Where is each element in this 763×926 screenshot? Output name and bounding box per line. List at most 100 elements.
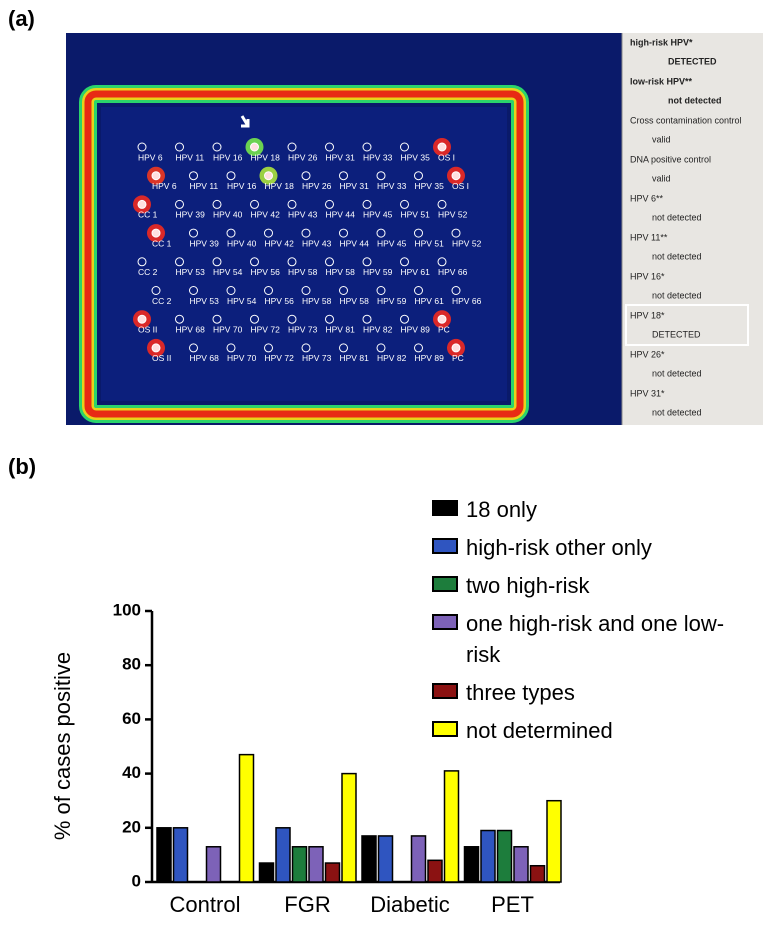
spot-label: HPV 54: [227, 296, 257, 306]
spot-label: HPV 59: [377, 296, 407, 306]
spot-label: HPV 89: [401, 324, 431, 334]
report-result: not detected: [652, 290, 702, 300]
legend-item: three types: [432, 677, 732, 708]
spot-label: HPV 70: [213, 324, 243, 334]
spot-label: HPV 61: [401, 267, 431, 277]
spot-label: CC 1: [138, 210, 158, 220]
spot-label: OS II: [152, 353, 171, 363]
spot-label: HPV 42: [251, 210, 281, 220]
spot-label: HPV 68: [190, 353, 220, 363]
bar: [240, 755, 254, 882]
spot-label: HPV 39: [190, 238, 220, 248]
bar: [207, 847, 221, 882]
report-item: HPV 26*: [630, 349, 665, 359]
spot-label: HPV 52: [452, 238, 482, 248]
bar: [174, 828, 188, 882]
legend-label: three types: [466, 677, 732, 708]
spot-label: CC 2: [138, 267, 158, 277]
bar: [412, 836, 426, 882]
report-result: not detected: [652, 251, 702, 261]
spot-label: HPV 45: [377, 238, 407, 248]
x-tick-label: Control: [170, 892, 241, 917]
legend-item: 18 only: [432, 494, 732, 525]
bar: [260, 863, 274, 882]
report-result: DETECTED: [668, 56, 717, 66]
report-panel: [622, 33, 763, 425]
y-tick-label: 80: [122, 655, 141, 674]
legend-swatch: [432, 576, 458, 592]
bar: [531, 866, 545, 882]
legend-swatch: [432, 538, 458, 554]
panel-label: (b): [8, 454, 36, 479]
spot-label: HPV 82: [377, 353, 407, 363]
legend-item: one high-risk and one low-risk: [432, 608, 732, 670]
spot-label: HPV 40: [227, 238, 257, 248]
spot-label: HPV 82: [363, 324, 393, 334]
report-result: valid: [652, 134, 671, 144]
bar: [445, 771, 459, 882]
spot-label: HPV 73: [288, 324, 318, 334]
report-item: Cross contamination control: [630, 115, 742, 125]
spot-label: HPV 81: [340, 353, 370, 363]
legend-item: not determined: [432, 715, 732, 746]
legend-swatch: [432, 683, 458, 699]
spot-label: HPV 56: [265, 296, 295, 306]
legend-swatch: [432, 721, 458, 737]
x-tick-label: Diabetic: [370, 892, 449, 917]
spot-label: PC: [452, 353, 464, 363]
spot-label: HPV 53: [190, 296, 220, 306]
legend-label: two high-risk: [466, 570, 732, 601]
bar: [428, 860, 442, 882]
spot-label: HPV 35: [415, 181, 445, 191]
spot-label: HPV 72: [251, 324, 281, 334]
spot-label: HPV 70: [227, 353, 257, 363]
spot-label: HPV 54: [213, 267, 243, 277]
spot-label: HPV 18: [265, 181, 295, 191]
y-tick-label: 20: [122, 817, 141, 836]
legend-item: high-risk other only: [432, 532, 732, 563]
spot-label: HPV 6: [138, 152, 163, 162]
spot-label: HPV 73: [302, 353, 332, 363]
spot-label: HPV 40: [213, 210, 243, 220]
panel-label: (a): [8, 6, 35, 31]
spot-label: HPV 89: [415, 353, 445, 363]
spot-label: HPV 26: [288, 152, 318, 162]
report-result: not detected: [652, 368, 702, 378]
bar: [498, 831, 512, 882]
spot-label: HPV 58: [326, 267, 356, 277]
report-item: HPV 6**: [630, 193, 664, 203]
y-axis-title: % of cases positive: [50, 652, 75, 840]
spot-label: HPV 31: [340, 181, 370, 191]
legend-swatch: [432, 614, 458, 630]
report-item: HPV 18*: [630, 310, 665, 320]
x-tick-label: FGR: [284, 892, 330, 917]
bar: [465, 847, 479, 882]
spot-label: HPV 35: [401, 152, 431, 162]
report-result: not detected: [652, 212, 702, 222]
spot-label: HPV 52: [438, 210, 468, 220]
spot-label: HPV 51: [415, 238, 445, 248]
spot-label: CC 2: [152, 296, 172, 306]
spot-label: HPV 58: [302, 296, 332, 306]
spot-label: OS II: [138, 324, 157, 334]
spot-label: HPV 59: [363, 267, 393, 277]
report-result: DETECTED: [652, 329, 701, 339]
spot-label: HPV 26: [302, 181, 332, 191]
spot-label: HPV 18: [251, 152, 281, 162]
spot-label: HPV 53: [176, 267, 206, 277]
spot-label: HPV 44: [340, 238, 370, 248]
bar: [326, 863, 340, 882]
spot-label: HPV 11: [176, 152, 205, 162]
bar: [547, 801, 561, 882]
report-item: HPV 11**: [630, 232, 668, 242]
legend-item: two high-risk: [432, 570, 732, 601]
spot-label: HPV 72: [265, 353, 295, 363]
spot-label: HPV 42: [265, 238, 295, 248]
report-item: HPV 16*: [630, 271, 665, 281]
spot-label: HPV 51: [401, 210, 431, 220]
y-tick-label: 40: [122, 763, 141, 782]
spot-label: HPV 44: [326, 210, 356, 220]
report-item: high-risk HPV*: [630, 37, 693, 47]
spot-label: HPV 16: [213, 152, 243, 162]
legend-label: 18 only: [466, 494, 732, 525]
